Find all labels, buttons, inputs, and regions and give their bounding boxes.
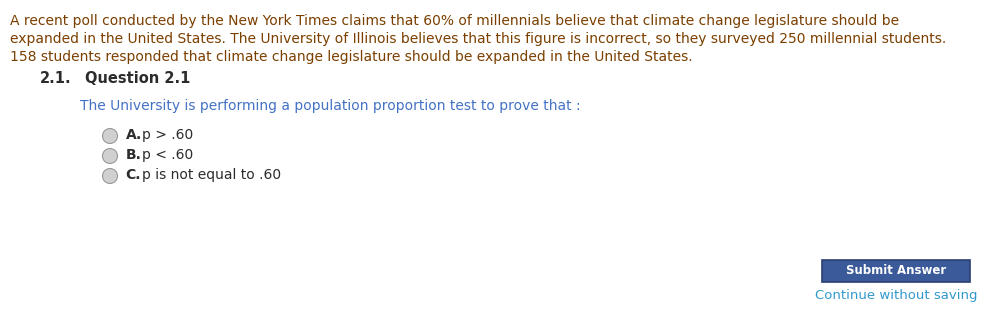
Text: B.: B.: [126, 148, 142, 162]
Text: p is not equal to .60: p is not equal to .60: [143, 168, 281, 182]
Text: 2.1.: 2.1.: [40, 71, 72, 86]
Text: expanded in the United States. The University of Illinois believes that this fig: expanded in the United States. The Unive…: [10, 32, 946, 46]
Text: Question 2.1: Question 2.1: [85, 71, 191, 86]
Circle shape: [103, 148, 118, 164]
Text: C.: C.: [126, 168, 141, 182]
Text: A recent poll conducted by the New York Times claims that 60% of millennials bel: A recent poll conducted by the New York …: [10, 14, 899, 28]
Text: Continue without saving: Continue without saving: [814, 290, 977, 303]
Text: 158 students responded that climate change legislature should be expanded in the: 158 students responded that climate chan…: [10, 50, 693, 64]
Circle shape: [103, 129, 118, 144]
Text: p < .60: p < .60: [143, 148, 194, 162]
FancyBboxPatch shape: [822, 260, 970, 282]
Text: A.: A.: [126, 128, 142, 142]
Text: The University is performing a population proportion test to prove that :: The University is performing a populatio…: [80, 99, 581, 113]
Circle shape: [103, 168, 118, 183]
Text: p > .60: p > .60: [143, 128, 194, 142]
Text: Submit Answer: Submit Answer: [846, 263, 946, 276]
